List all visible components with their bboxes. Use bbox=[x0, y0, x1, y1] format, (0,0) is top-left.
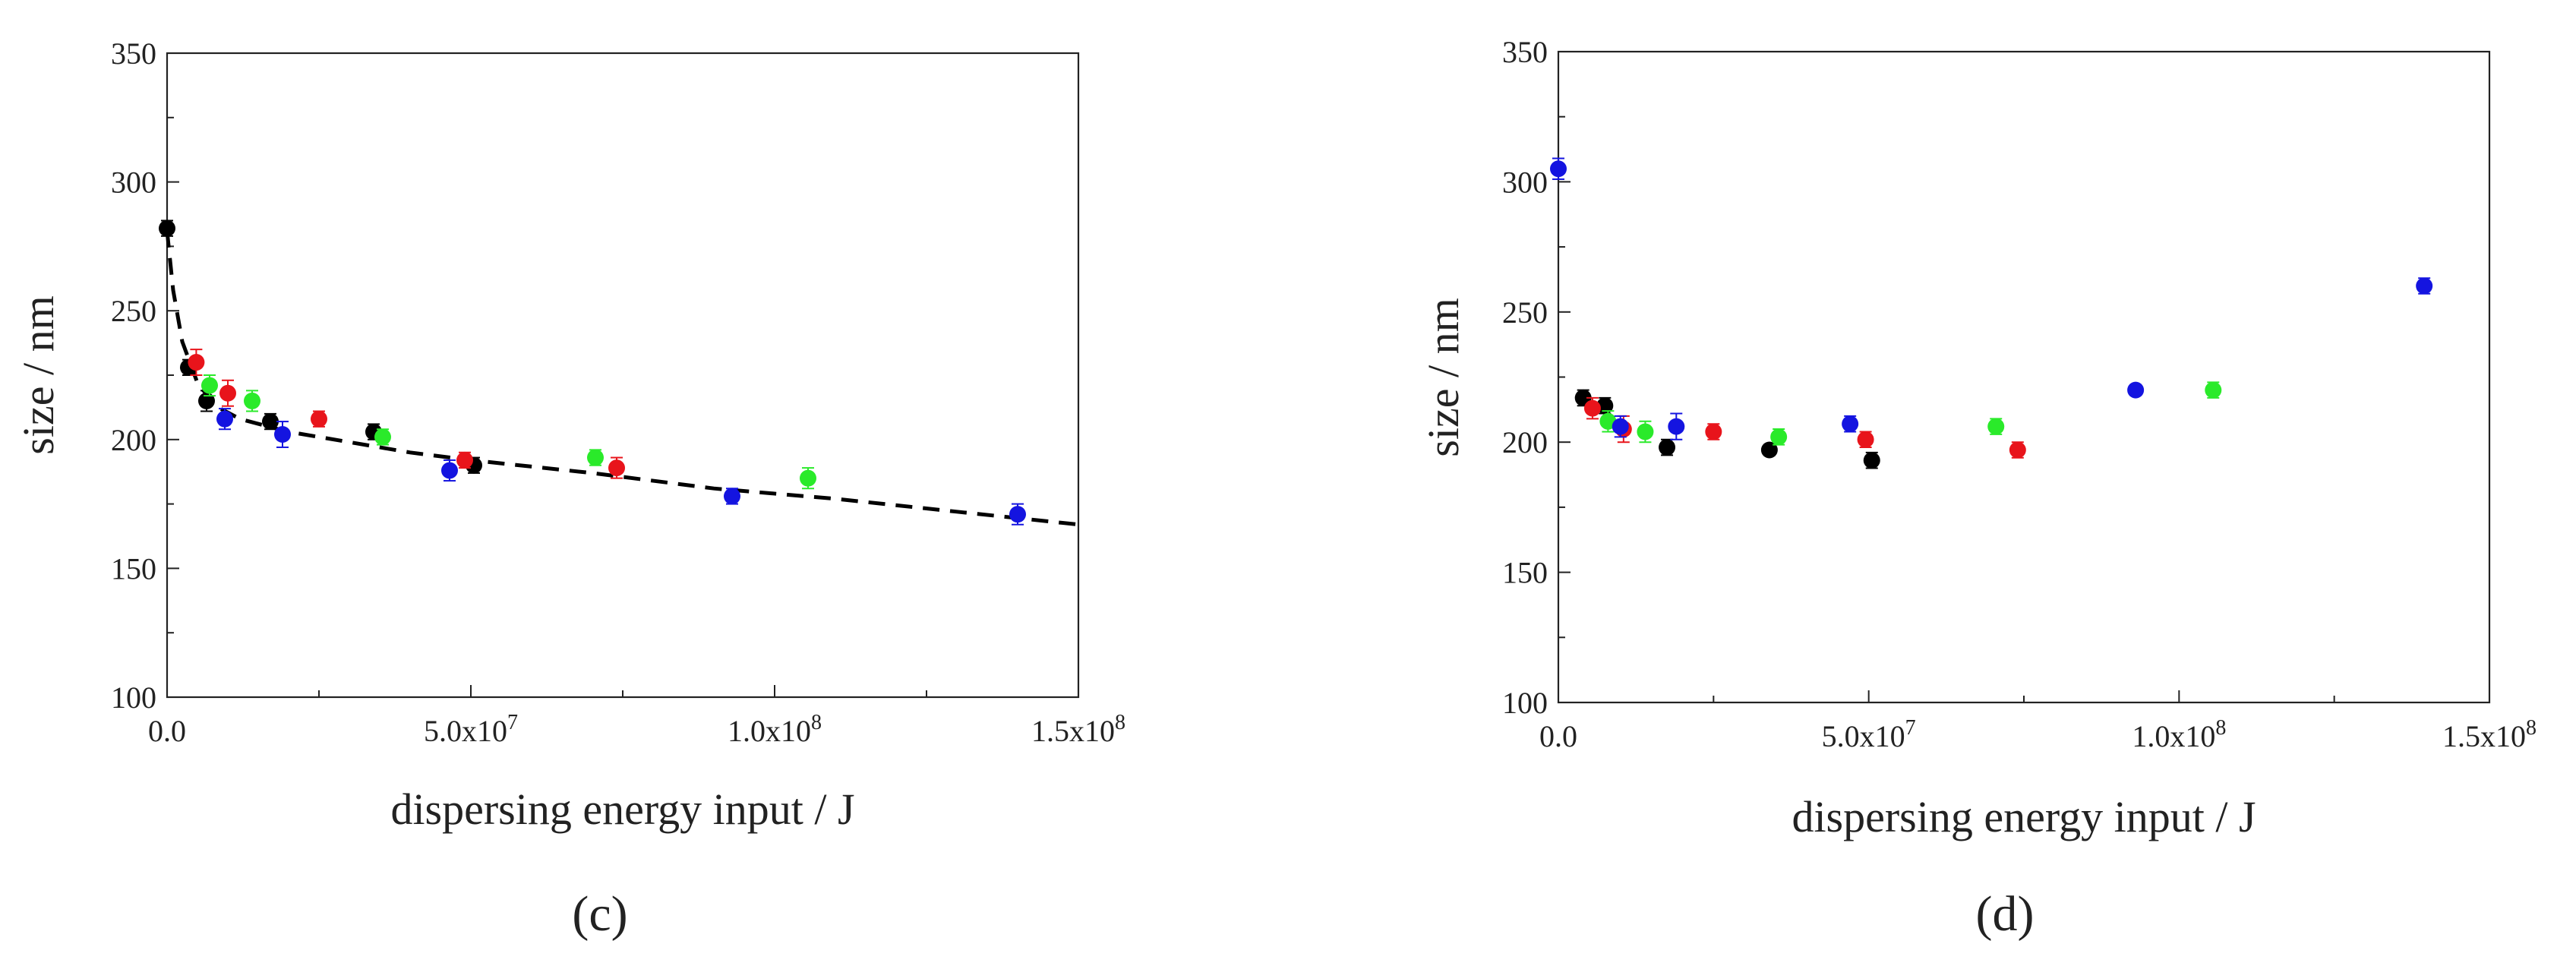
chart-d-data-point bbox=[1637, 423, 1654, 440]
chart-c-y-tick-label: 250 bbox=[111, 294, 156, 328]
chart-d-y-tick-label: 200 bbox=[1502, 425, 1548, 459]
chart-c-y-tick-label: 200 bbox=[111, 423, 156, 457]
chart-c-x-axis-label: dispersing energy input / J bbox=[390, 784, 854, 834]
chart-c-data-point bbox=[216, 410, 233, 428]
chart-d-data-point bbox=[1668, 418, 1685, 435]
chart-d-x-tick-label: 0.0 bbox=[1539, 719, 1577, 753]
chart-c-data-point bbox=[311, 410, 327, 428]
chart-d-data-point bbox=[1857, 431, 1874, 448]
chart-d-data-point bbox=[2009, 441, 2026, 459]
chart-d-data-point bbox=[1550, 160, 1567, 178]
chart-d-x-tick-label: 1.0x108 bbox=[2132, 716, 2226, 753]
chart-d-data-point bbox=[1987, 418, 2005, 435]
chart-c-data-point bbox=[456, 451, 473, 469]
chart-c-series-1 bbox=[159, 219, 482, 474]
chart-c-data-point bbox=[188, 354, 205, 371]
chart-c-data-point bbox=[274, 426, 291, 444]
chart-c-data-point bbox=[262, 413, 279, 431]
chart-d-data-point bbox=[1842, 415, 1859, 433]
chart-d-plot-frame bbox=[1557, 50, 2491, 704]
chart-panel-d: 0.0 5.0x107 1.0x108 1.5x108 100 150 200 250 300 3… bbox=[1419, 35, 2537, 942]
chart-d-panel-label: (d) bbox=[1976, 886, 2035, 942]
chart-c-y-tick-label: 350 bbox=[111, 36, 156, 71]
chart-d-x-axis-label: dispersing energy input / J bbox=[1792, 792, 2256, 841]
chart-d-series-4 bbox=[1550, 157, 2433, 440]
chart-c-data-point bbox=[724, 488, 740, 505]
chart-c-y-tick-label: 150 bbox=[111, 551, 156, 586]
chart-d-data-point bbox=[1659, 439, 1676, 456]
chart-c-panel-label: (c) bbox=[572, 886, 627, 942]
chart-c-fit-curve bbox=[165, 230, 1079, 527]
chart-d-y-tick-label: 150 bbox=[1502, 556, 1548, 590]
chart-panel-c: 0.0 5.0x107 1.0x108 1.5x108 100 150 200 250 300 3… bbox=[14, 36, 1125, 942]
chart-c-data-point bbox=[587, 449, 604, 466]
chart-c-series-2 bbox=[188, 349, 625, 479]
chart-c-plot-frame bbox=[166, 52, 1080, 699]
chart-c-data-point bbox=[800, 469, 816, 487]
chart-d-y-axis-label: size / nm bbox=[1419, 298, 1468, 456]
chart-c-data-point bbox=[441, 462, 458, 479]
chart-c-data-point bbox=[201, 377, 218, 394]
chart-d-data-point bbox=[1705, 423, 1722, 440]
chart-d-y-tick-label: 250 bbox=[1502, 295, 1548, 330]
chart-d-data-point bbox=[2205, 381, 2222, 399]
chart-d-data-point bbox=[2127, 381, 2145, 399]
chart-c-data-point bbox=[219, 384, 236, 402]
chart-c-data-point bbox=[608, 459, 625, 477]
chart-d-y-tick-label: 300 bbox=[1502, 165, 1548, 199]
chart-d-data-point bbox=[1583, 399, 1601, 417]
chart-c-series-4 bbox=[216, 408, 1026, 526]
chart-d-data-point bbox=[1612, 418, 1629, 435]
chart-d-x-tick-label: 5.0x107 bbox=[1822, 716, 1916, 753]
chart-d-data-point bbox=[2416, 277, 2433, 295]
chart-c-y-axis-label: size / nm bbox=[14, 295, 63, 454]
chart-c-series-3 bbox=[201, 374, 816, 490]
chart-d-y-tick-label: 350 bbox=[1502, 35, 1548, 69]
chart-c-y-tick-label: 300 bbox=[111, 166, 156, 200]
chart-c-data-point bbox=[198, 392, 215, 409]
chart-c-data-point bbox=[1009, 506, 1026, 523]
chart-c-x-tick-label: 1.0x108 bbox=[728, 711, 822, 748]
chart-d-x-tick-label: 1.5x108 bbox=[2442, 716, 2537, 753]
chart-d-data-point bbox=[1770, 428, 1788, 446]
chart-d-data-point bbox=[1596, 397, 1614, 415]
chart-c-x-tick-label: 1.5x108 bbox=[1031, 711, 1125, 748]
chart-c-x-tick-label: 0.0 bbox=[148, 714, 186, 748]
chart-c-y-tick-label: 100 bbox=[111, 680, 156, 715]
chart-c-x-tick-label: 5.0x107 bbox=[424, 711, 518, 748]
chart-d-data-point bbox=[1863, 452, 1880, 469]
chart-d-y-tick-label: 100 bbox=[1502, 686, 1548, 720]
chart-d-data-point bbox=[1760, 441, 1778, 459]
chart-c-data-point bbox=[159, 219, 175, 237]
chart-c-data-point bbox=[374, 428, 391, 446]
chart-c-data-point bbox=[244, 392, 260, 409]
